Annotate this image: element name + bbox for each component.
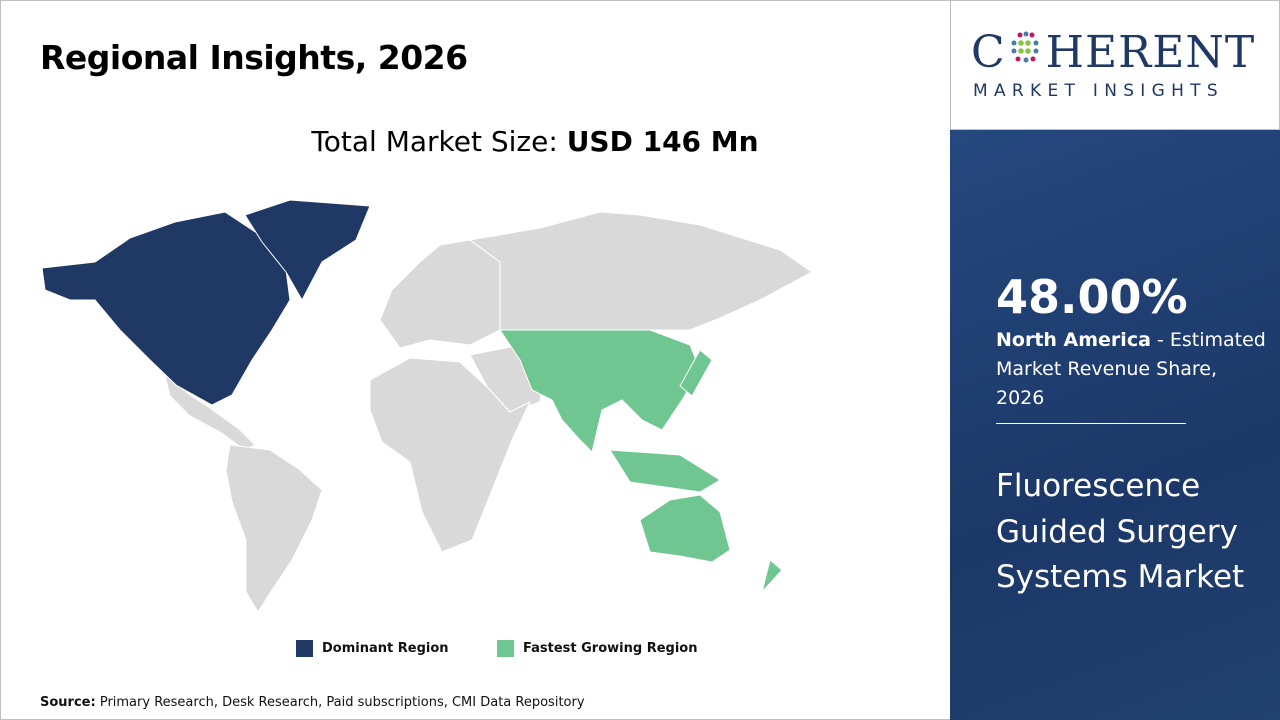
legend-dominant: Dominant Region <box>296 640 449 657</box>
share-description: North America - Estimated Market Revenue… <box>996 326 1266 413</box>
greenland <box>244 199 371 302</box>
legend-fastest: Fastest Growing Region <box>497 640 697 657</box>
australia <box>639 494 731 563</box>
share-desc-text: - Estimated Market Revenue Share, 2026 <box>996 329 1266 409</box>
europe <box>379 239 501 349</box>
legend-dominant-label: Dominant Region <box>322 641 449 656</box>
globe-dots-icon <box>1011 31 1039 63</box>
source-note: Source: Primary Research, Desk Research,… <box>40 695 585 710</box>
japan <box>679 349 713 397</box>
new-zealand <box>761 559 783 593</box>
summary-panel: 48.00% North America - Estimated Market … <box>950 130 1280 720</box>
company-logo: C HERENT MARKET INSIGHTS <box>950 0 1280 130</box>
south-america <box>225 444 323 613</box>
asia-mainland <box>499 329 701 453</box>
dominant-swatch <box>296 640 313 657</box>
north-america <box>41 211 291 406</box>
world-map <box>41 199 813 613</box>
market-size-label: Total Market Size: <box>311 125 558 158</box>
share-region: North America <box>996 329 1151 351</box>
market-size-value: USD 146 Mn <box>566 125 759 158</box>
logo-tagline: MARKET INSIGHTS <box>973 81 1224 101</box>
logo-wordmark: C HERENT <box>971 27 1256 78</box>
total-market-size: Total Market Size: USD 146 Mn <box>0 125 1070 158</box>
africa <box>369 357 532 553</box>
divider <box>996 423 1186 424</box>
fastest-swatch <box>497 640 514 657</box>
page-title: Regional Insights, 2026 <box>40 38 468 77</box>
legend-fastest-label: Fastest Growing Region <box>523 641 698 656</box>
share-percentage: 48.00% <box>996 270 1188 324</box>
source-text: Primary Research, Desk Research, Paid su… <box>99 695 585 710</box>
source-label: Source: <box>40 695 96 710</box>
southeast-asia-islands <box>609 449 721 493</box>
market-name: Fluorescence Guided Surgery Systems Mark… <box>996 468 1245 595</box>
russia-north-asia <box>468 211 813 331</box>
